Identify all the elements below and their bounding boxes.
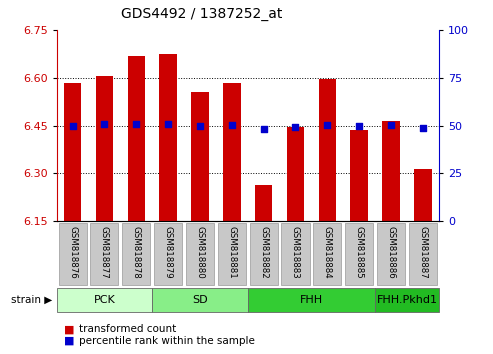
Point — [387, 122, 395, 128]
Bar — [223, 82, 241, 221]
Bar — [64, 82, 81, 221]
Text: GSM818883: GSM818883 — [291, 226, 300, 279]
Bar — [90, 223, 118, 285]
Point — [323, 122, 331, 128]
Bar — [318, 80, 336, 221]
Bar — [186, 223, 214, 285]
Text: GSM818882: GSM818882 — [259, 226, 268, 279]
Point — [419, 125, 427, 131]
Bar — [414, 169, 431, 221]
Bar — [249, 223, 278, 285]
Bar — [351, 131, 368, 221]
Point — [228, 122, 236, 128]
Text: GSM818884: GSM818884 — [323, 226, 332, 279]
Bar — [191, 92, 209, 221]
Bar — [96, 76, 113, 221]
Bar — [154, 223, 182, 285]
Bar — [218, 223, 246, 285]
Point — [355, 123, 363, 129]
Bar — [255, 185, 273, 221]
Text: PCK: PCK — [94, 295, 115, 305]
Point — [291, 124, 299, 130]
Text: GSM818887: GSM818887 — [419, 226, 427, 279]
Bar — [377, 223, 405, 285]
Bar — [128, 56, 145, 221]
Text: ■: ■ — [64, 324, 74, 334]
Bar — [409, 223, 437, 285]
Text: GDS4492 / 1387252_at: GDS4492 / 1387252_at — [121, 7, 282, 21]
Bar — [314, 223, 341, 285]
Text: GSM818878: GSM818878 — [132, 226, 141, 279]
Bar — [375, 288, 439, 312]
Bar — [345, 223, 373, 285]
Text: transformed count: transformed count — [79, 324, 176, 334]
Text: GSM818880: GSM818880 — [195, 226, 205, 279]
Bar — [382, 121, 400, 221]
Text: ■: ■ — [64, 336, 74, 346]
Bar — [122, 223, 150, 285]
Text: GSM818881: GSM818881 — [227, 226, 236, 279]
Text: SD: SD — [192, 295, 208, 305]
Bar — [282, 223, 310, 285]
Bar — [287, 127, 304, 221]
Text: GSM818885: GSM818885 — [354, 226, 364, 279]
Point — [132, 121, 140, 127]
Bar — [59, 223, 87, 285]
Text: FHH.Pkhd1: FHH.Pkhd1 — [377, 295, 437, 305]
Point — [69, 123, 76, 129]
Point — [101, 121, 108, 127]
Point — [196, 123, 204, 129]
Bar — [152, 288, 247, 312]
Point — [164, 121, 172, 127]
Text: GSM818877: GSM818877 — [100, 226, 109, 279]
Bar — [247, 288, 375, 312]
Bar — [159, 54, 177, 221]
Bar — [57, 288, 152, 312]
Text: strain ▶: strain ▶ — [10, 295, 52, 305]
Point — [260, 126, 268, 132]
Text: GSM818886: GSM818886 — [387, 226, 395, 279]
Text: percentile rank within the sample: percentile rank within the sample — [79, 336, 255, 346]
Text: GSM818879: GSM818879 — [164, 226, 173, 279]
Text: GSM818876: GSM818876 — [68, 226, 77, 279]
Text: FHH: FHH — [300, 295, 323, 305]
